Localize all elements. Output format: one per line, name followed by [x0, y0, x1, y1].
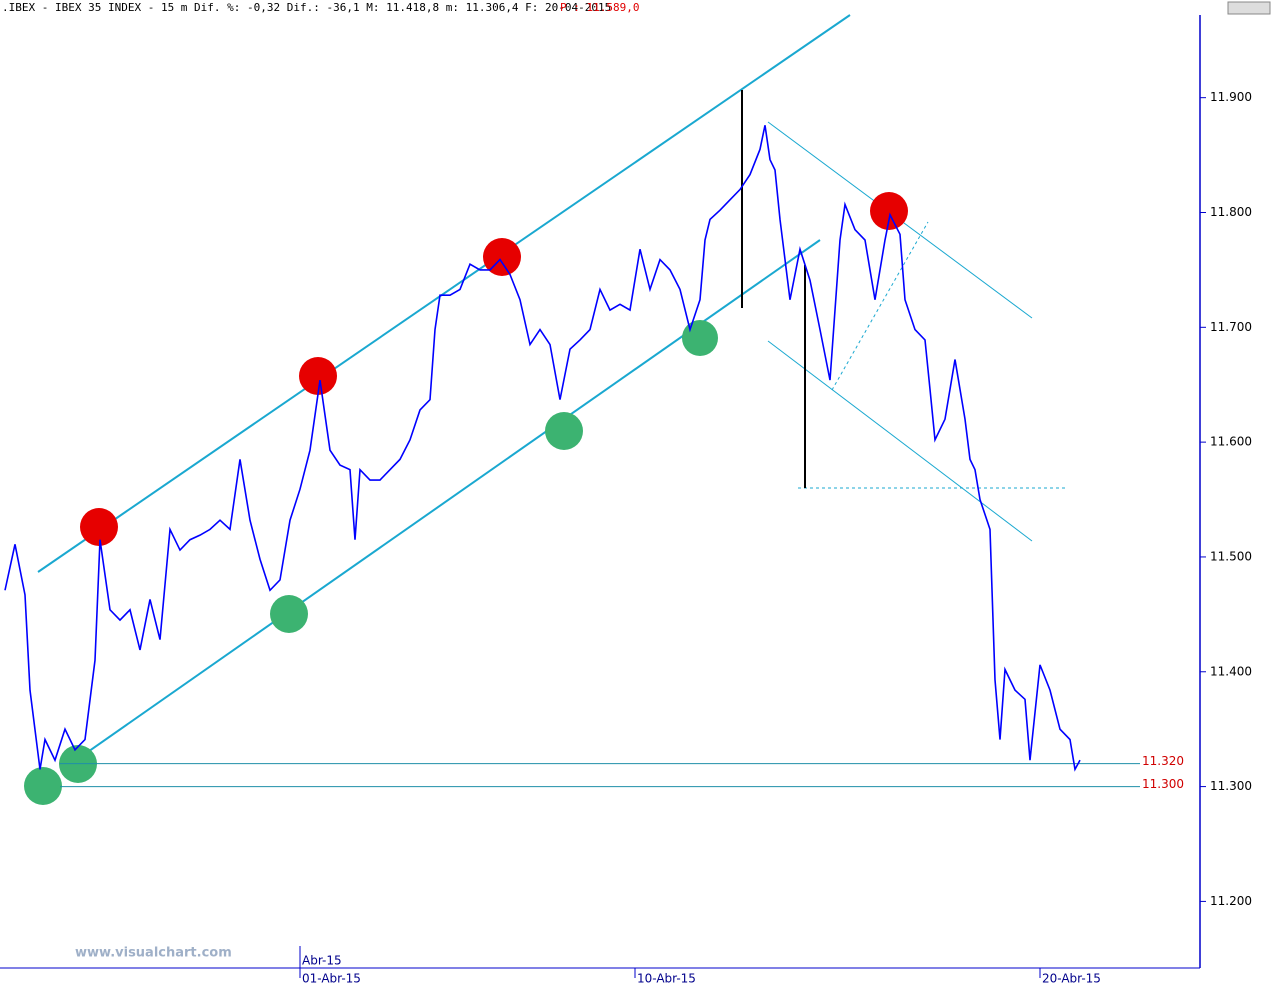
x-tick-label: 10-Abr-15 [637, 972, 696, 986]
y-tick-label: 11.900 [1210, 90, 1252, 104]
annotations [24, 14, 1068, 805]
y-tick-label: 11.300 [1210, 779, 1252, 793]
last-price: P : 11.589,0 [560, 1, 639, 14]
price-line [4, 125, 1081, 772]
y-tick-label: 11.600 [1210, 435, 1252, 449]
y-tick-label: 11.500 [1210, 549, 1252, 563]
y-tick-label: 11.200 [1210, 894, 1252, 908]
y-tick-label: 11.800 [1210, 205, 1252, 219]
month-label: Abr-15 [302, 954, 342, 968]
y-tick-label: 11.700 [1210, 320, 1252, 334]
x-tick-label: 20-Abr-15 [1042, 972, 1101, 986]
watermark: www.visualchart.com [75, 946, 232, 961]
window-buttons[interactable] [1227, 1, 1271, 15]
level-label: 11.320 [1142, 754, 1184, 768]
level-label: 11.300 [1142, 777, 1184, 791]
y-tick-label: 11.400 [1210, 664, 1252, 678]
x-tick-label: 01-Abr-15 [302, 972, 361, 986]
header: .IBEX - IBEX 35 INDEX - 15 m Dif. %: -0,… [2, 1, 611, 14]
